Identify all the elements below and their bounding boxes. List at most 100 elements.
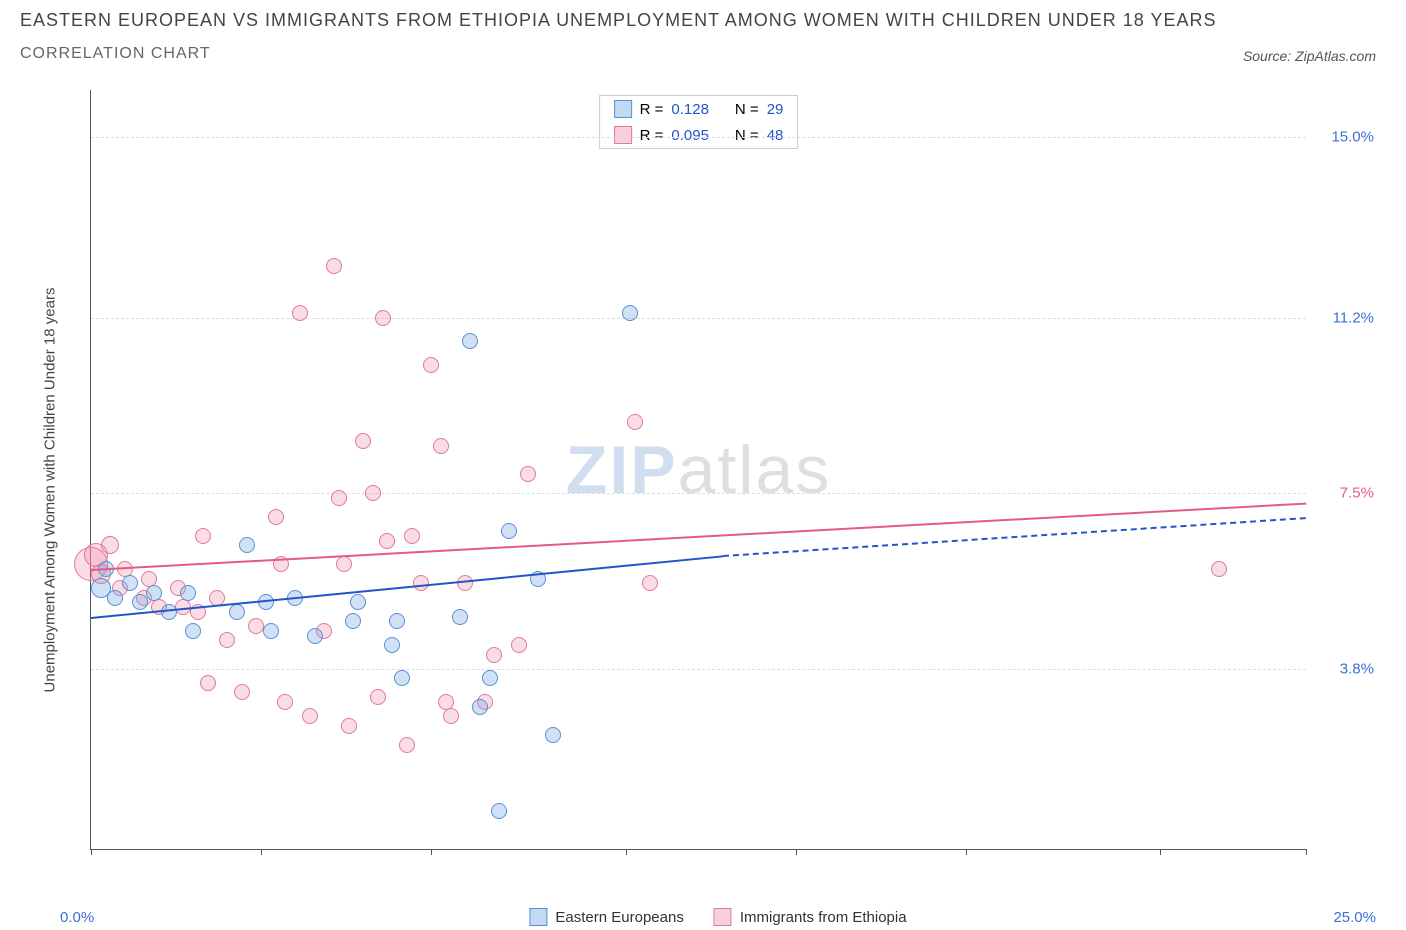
trend-line bbox=[723, 517, 1306, 557]
data-point-b[interactable] bbox=[486, 647, 502, 663]
data-point-b[interactable] bbox=[326, 258, 342, 274]
data-point-a[interactable] bbox=[545, 727, 561, 743]
swatch-b-bottom bbox=[714, 908, 732, 926]
data-point-a[interactable] bbox=[345, 613, 361, 629]
watermark-zip: ZIP bbox=[566, 432, 678, 508]
watermark-atlas: atlas bbox=[678, 432, 832, 508]
data-point-b[interactable] bbox=[520, 466, 536, 482]
data-point-a[interactable] bbox=[180, 585, 196, 601]
data-point-b[interactable] bbox=[457, 575, 473, 591]
swatch-a bbox=[614, 100, 632, 118]
x-tick bbox=[91, 849, 92, 855]
x-tick bbox=[626, 849, 627, 855]
r-value-b: 0.095 bbox=[671, 127, 709, 144]
x-axis-max-label: 25.0% bbox=[1333, 909, 1376, 926]
chart-container: EASTERN EUROPEAN VS IMMIGRANTS FROM ETHI… bbox=[0, 0, 1406, 930]
r-value-a: 0.128 bbox=[671, 101, 709, 118]
data-point-b[interactable] bbox=[443, 708, 459, 724]
data-point-b[interactable] bbox=[1211, 561, 1227, 577]
n-label-b: N = bbox=[735, 127, 759, 144]
r-label-b: R = bbox=[640, 127, 664, 144]
legend-label-b: Immigrants from Ethiopia bbox=[740, 909, 907, 926]
source-attribution: Source: ZipAtlas.com bbox=[1243, 48, 1376, 64]
swatch-b bbox=[614, 126, 632, 144]
legend-stats-box: R = 0.128 N = 29 R = 0.095 N = 48 bbox=[599, 95, 799, 149]
x-tick bbox=[796, 849, 797, 855]
legend-stats-row-b: R = 0.095 N = 48 bbox=[600, 122, 798, 148]
data-point-b[interactable] bbox=[365, 485, 381, 501]
data-point-a[interactable] bbox=[107, 590, 123, 606]
legend-item-b: Immigrants from Ethiopia bbox=[714, 908, 907, 926]
data-point-a[interactable] bbox=[491, 803, 507, 819]
data-point-b[interactable] bbox=[355, 433, 371, 449]
chart-title: EASTERN EUROPEAN VS IMMIGRANTS FROM ETHI… bbox=[20, 10, 1386, 31]
data-point-a[interactable] bbox=[350, 594, 366, 610]
gridline bbox=[91, 493, 1306, 494]
n-label-a: N = bbox=[735, 101, 759, 118]
data-point-a[interactable] bbox=[229, 604, 245, 620]
x-tick bbox=[1160, 849, 1161, 855]
plot-area: ZIPatlas R = 0.128 N = 29 R = 0.095 N = bbox=[90, 90, 1306, 850]
data-point-b[interactable] bbox=[433, 438, 449, 454]
legend-label-a: Eastern Europeans bbox=[555, 909, 683, 926]
data-point-a[interactable] bbox=[389, 613, 405, 629]
data-point-b[interactable] bbox=[200, 675, 216, 691]
data-point-b[interactable] bbox=[195, 528, 211, 544]
legend-bottom: Eastern Europeans Immigrants from Ethiop… bbox=[529, 908, 906, 926]
gridline bbox=[91, 137, 1306, 138]
data-point-a[interactable] bbox=[622, 305, 638, 321]
data-point-a[interactable] bbox=[462, 333, 478, 349]
data-point-b[interactable] bbox=[336, 556, 352, 572]
data-point-b[interactable] bbox=[268, 509, 284, 525]
data-point-b[interactable] bbox=[101, 536, 119, 554]
data-point-b[interactable] bbox=[511, 637, 527, 653]
x-axis-min-label: 0.0% bbox=[60, 909, 94, 926]
data-point-b[interactable] bbox=[341, 718, 357, 734]
data-point-a[interactable] bbox=[239, 537, 255, 553]
data-point-b[interactable] bbox=[277, 694, 293, 710]
data-point-a[interactable] bbox=[122, 575, 138, 591]
data-point-a[interactable] bbox=[452, 609, 468, 625]
data-point-b[interactable] bbox=[627, 414, 643, 430]
data-point-a[interactable] bbox=[132, 594, 148, 610]
x-tick bbox=[966, 849, 967, 855]
data-point-b[interactable] bbox=[423, 357, 439, 373]
data-point-a[interactable] bbox=[185, 623, 201, 639]
data-point-b[interactable] bbox=[248, 618, 264, 634]
legend-item-a: Eastern Europeans bbox=[529, 908, 683, 926]
y-tick-label: 3.8% bbox=[1314, 660, 1374, 677]
data-point-b[interactable] bbox=[399, 737, 415, 753]
chart-subtitle: CORRELATION CHART bbox=[20, 45, 1386, 63]
x-tick bbox=[431, 849, 432, 855]
data-point-a[interactable] bbox=[482, 670, 498, 686]
data-point-b[interactable] bbox=[219, 632, 235, 648]
data-point-b[interactable] bbox=[370, 689, 386, 705]
x-tick bbox=[1306, 849, 1307, 855]
data-point-a[interactable] bbox=[472, 699, 488, 715]
data-point-b[interactable] bbox=[331, 490, 347, 506]
y-axis-label: Unemployment Among Women with Children U… bbox=[42, 288, 59, 693]
x-tick bbox=[261, 849, 262, 855]
gridline bbox=[91, 318, 1306, 319]
data-point-b[interactable] bbox=[292, 305, 308, 321]
watermark: ZIPatlas bbox=[566, 431, 831, 509]
data-point-b[interactable] bbox=[642, 575, 658, 591]
data-point-b[interactable] bbox=[234, 684, 250, 700]
chart-wrap: Unemployment Among Women with Children U… bbox=[60, 90, 1376, 890]
data-point-a[interactable] bbox=[501, 523, 517, 539]
data-point-b[interactable] bbox=[404, 528, 420, 544]
data-point-a[interactable] bbox=[307, 628, 323, 644]
n-value-b: 48 bbox=[767, 127, 784, 144]
data-point-a[interactable] bbox=[394, 670, 410, 686]
y-tick-label: 7.5% bbox=[1314, 485, 1374, 502]
r-label-a: R = bbox=[640, 101, 664, 118]
y-tick-label: 11.2% bbox=[1314, 309, 1374, 326]
data-point-b[interactable] bbox=[302, 708, 318, 724]
gridline bbox=[91, 669, 1306, 670]
data-point-a[interactable] bbox=[263, 623, 279, 639]
data-point-a[interactable] bbox=[384, 637, 400, 653]
data-point-b[interactable] bbox=[379, 533, 395, 549]
data-point-b[interactable] bbox=[375, 310, 391, 326]
data-point-a[interactable] bbox=[146, 585, 162, 601]
y-tick-label: 15.0% bbox=[1314, 129, 1374, 146]
